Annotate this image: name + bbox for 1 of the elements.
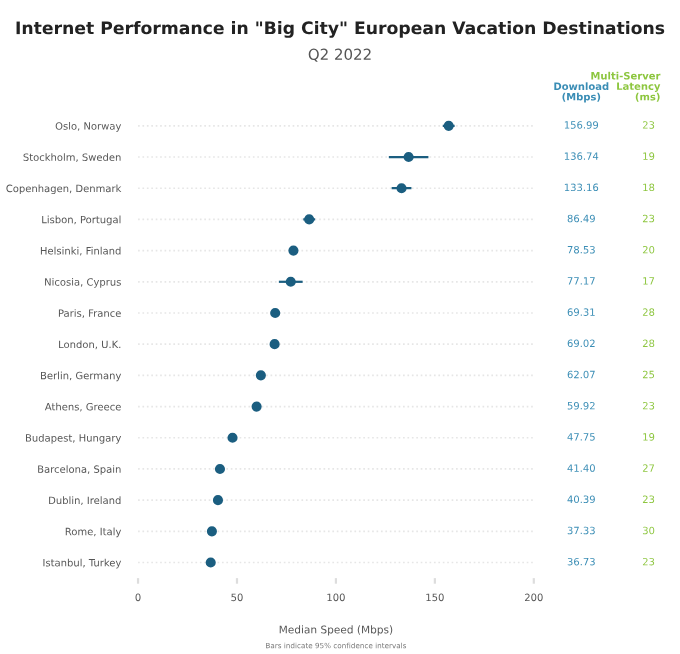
chart-title: Internet Performance in "Big City" European Vacation Destinations [16,21,665,38]
